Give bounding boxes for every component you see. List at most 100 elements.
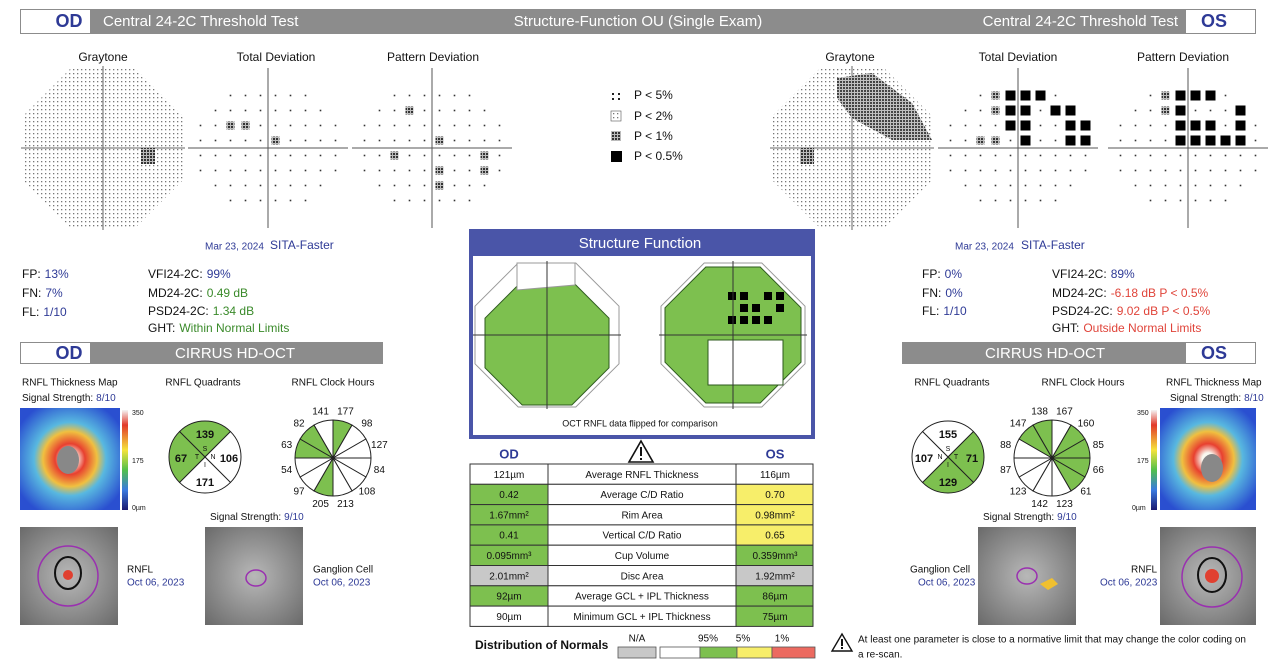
clock-value: 123 xyxy=(1010,487,1027,498)
probability-symbol xyxy=(271,136,280,145)
warning-icon xyxy=(627,439,655,463)
normal-point xyxy=(1054,139,1057,142)
quadrant-value: 106 xyxy=(220,453,238,465)
normal-point xyxy=(1084,154,1087,157)
stat: FL: 1/10 xyxy=(922,304,967,318)
clock-value: 54 xyxy=(281,465,293,476)
panel-title: RNFL Thickness Map xyxy=(1166,378,1262,389)
normal-point xyxy=(949,139,952,142)
normal-point xyxy=(1054,199,1057,202)
distribution-swatch xyxy=(617,646,657,659)
structure-function-bar xyxy=(471,231,813,256)
stat-value: 0.49 dB xyxy=(207,286,248,300)
normal-point xyxy=(304,94,307,97)
legend-symbol xyxy=(611,131,621,141)
quadrant-letter: I xyxy=(204,462,206,469)
normal-point xyxy=(289,199,292,202)
clock-value: 205 xyxy=(312,499,329,510)
normal-point xyxy=(1134,184,1137,187)
normal-point xyxy=(1009,199,1012,202)
parameter-name: Vertical C/D Ratio xyxy=(603,531,682,542)
probability-symbol xyxy=(1080,120,1091,131)
stat-value: 89% xyxy=(1111,267,1135,281)
normal-point xyxy=(438,109,441,112)
probability-symbol xyxy=(405,106,414,115)
normal-point xyxy=(423,199,426,202)
normal-point xyxy=(1054,184,1057,187)
stat-value: Outside Normal Limits xyxy=(1083,321,1201,335)
clock-value: 84 xyxy=(374,465,386,476)
quadrant-letter: S xyxy=(946,446,951,453)
legend-symbol xyxy=(611,151,622,162)
color-scale xyxy=(122,410,128,510)
os-value: 75µm xyxy=(762,612,787,623)
os-value: 116µm xyxy=(760,470,790,481)
parameter-table: 121µm Average RNFL Thickness 116µm 0.42 Aver… xyxy=(469,463,814,627)
normal-point xyxy=(423,139,426,142)
scan-circle xyxy=(37,545,99,607)
normal-point xyxy=(1164,124,1167,127)
stat: FP: 0% xyxy=(922,267,962,281)
signal-value: 9/10 xyxy=(284,512,304,523)
image-label: RNFL xyxy=(1131,565,1158,576)
normal-point xyxy=(468,199,471,202)
probability-symbol xyxy=(1005,120,1016,131)
quadrant-letter: T xyxy=(195,454,200,461)
quadrant-value: 67 xyxy=(175,453,187,465)
normal-point xyxy=(1119,139,1122,142)
quadrant-letter: N xyxy=(210,454,215,461)
image-date: Oct 06, 2023 xyxy=(918,578,976,589)
normal-point xyxy=(393,184,396,187)
signal: Signal Strength: 8/10 xyxy=(1170,393,1264,404)
normal-point xyxy=(979,109,982,112)
parameter-name: Cup Volume xyxy=(615,551,670,562)
stat: PSD24-2C: 1.34 dB xyxy=(148,304,254,318)
image-label: RNFL xyxy=(127,565,154,576)
normal-point xyxy=(498,169,501,172)
normal-point xyxy=(1224,124,1227,127)
scale-label: 175 xyxy=(132,458,144,465)
normal-point xyxy=(393,109,396,112)
normal-point xyxy=(1134,124,1137,127)
probability-symbol xyxy=(1190,90,1201,101)
normal-point xyxy=(259,154,262,157)
normal-point xyxy=(304,199,307,202)
disc-outline xyxy=(1197,557,1227,593)
normal-point xyxy=(363,139,366,142)
normal-point xyxy=(964,109,967,112)
probability-symbol xyxy=(991,91,1000,100)
normal-point xyxy=(1209,154,1212,157)
normal-point xyxy=(964,169,967,172)
normal-point xyxy=(1254,154,1257,157)
normal-point xyxy=(274,109,277,112)
quadrant-sector xyxy=(921,456,975,494)
normal-point xyxy=(1149,124,1152,127)
probability-symbol xyxy=(1205,120,1216,131)
clock-value: 97 xyxy=(293,487,305,498)
parameter-name: Average GCL + IPL Thickness xyxy=(575,592,709,603)
os-value: 0.359mm³ xyxy=(752,551,798,562)
normal-point xyxy=(319,184,322,187)
normal-point xyxy=(259,199,262,202)
normal-point xyxy=(1164,199,1167,202)
probability-symbol xyxy=(1235,105,1246,116)
stat-label: VFI24-2C: xyxy=(148,267,203,281)
normal-point xyxy=(994,124,997,127)
normal-point xyxy=(393,199,396,202)
normal-point xyxy=(1254,169,1257,172)
image-label: Ganglion Cell xyxy=(910,565,970,576)
normal-point xyxy=(289,169,292,172)
normal-point xyxy=(319,124,322,127)
normal-point xyxy=(964,184,967,187)
normal-point xyxy=(1194,109,1197,112)
normal-point xyxy=(259,94,262,97)
normal-point xyxy=(483,124,486,127)
normal-point xyxy=(1039,124,1042,127)
probability-symbol xyxy=(1050,105,1061,116)
stat: PSD24-2C: 9.02 dB P < 0.5% xyxy=(1052,304,1211,318)
normal-point xyxy=(1209,169,1212,172)
normal-point xyxy=(214,184,217,187)
od-value: 121µm xyxy=(494,470,525,481)
strategy: SITA-Faster xyxy=(1021,238,1085,252)
